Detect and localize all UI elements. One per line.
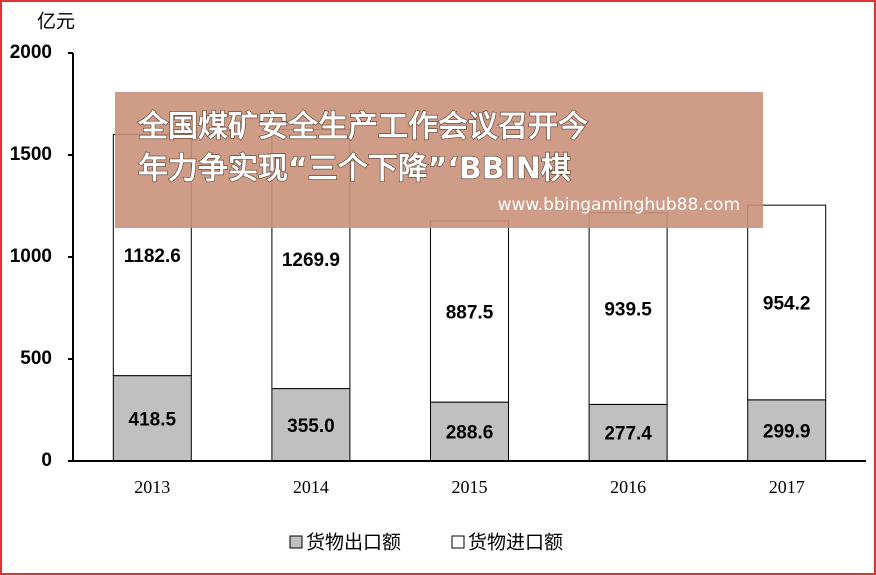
value-label: 355.0 (287, 416, 335, 437)
bar-segment (747, 399, 827, 462)
bar-segment (430, 220, 509, 403)
y-tick-label: 1000 (10, 246, 52, 267)
y-axis-unit: 亿元 (37, 11, 75, 33)
bar-segment (747, 204, 827, 401)
value-label: 288.6 (446, 423, 494, 444)
value-label: 418.5 (129, 409, 177, 430)
value-label: 954.2 (763, 294, 811, 315)
x-tick-label: 2013 (134, 477, 170, 497)
overlay-url: www.bbingaminghub88.com (498, 195, 740, 215)
y-tick-label: 500 (20, 348, 52, 369)
overlay-banner (115, 92, 763, 228)
y-tick-label: 1500 (10, 144, 52, 165)
value-label: 299.9 (763, 421, 811, 442)
y-tick-label: 0 (41, 450, 52, 471)
value-label: 277.4 (604, 424, 652, 445)
value-label: 887.5 (446, 303, 494, 324)
y-tick-label: 2000 (10, 42, 52, 63)
x-tick-label: 2015 (452, 477, 488, 497)
bar-segment (588, 212, 668, 405)
x-tick-label: 2014 (293, 477, 329, 497)
x-tick-label: 2016 (610, 477, 646, 497)
value-label: 1269.9 (282, 250, 340, 271)
legend-swatch (451, 535, 465, 549)
overlay-headline: 全国煤矿安全生产工作会议召开今 (137, 110, 588, 145)
bar-segment (588, 403, 668, 462)
overlay-headline: 年力争实现“三个下降”‘BBIN棋 (138, 152, 571, 187)
legend-label: 货物进口额 (468, 532, 563, 554)
x-tick-label: 2017 (769, 477, 805, 497)
value-label: 1182.6 (124, 246, 181, 267)
value-label: 939.5 (604, 300, 652, 321)
legend-label: 货物出口额 (306, 532, 401, 554)
legend-swatch (289, 535, 303, 549)
